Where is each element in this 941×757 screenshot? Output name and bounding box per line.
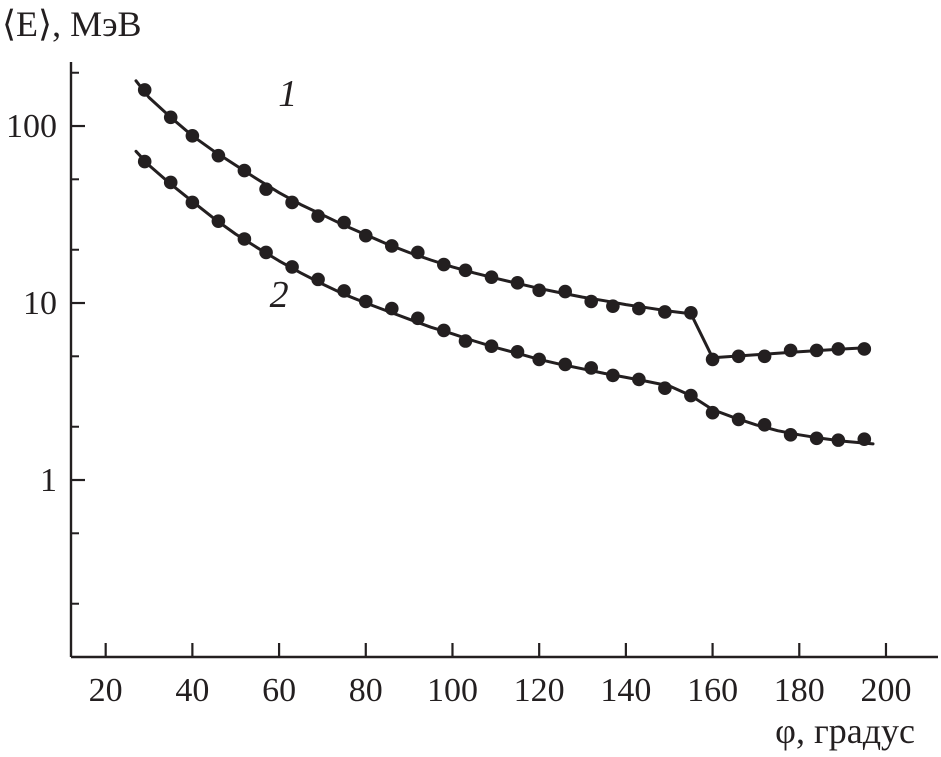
- series-1-point: [558, 284, 572, 299]
- series-1-point: [783, 343, 798, 358]
- series-1-point: [532, 283, 546, 298]
- series-1-point: [584, 294, 598, 309]
- series-2-point: [558, 357, 572, 372]
- chart-axes: 20 40 60 80 100 120 140 160 180 200 1 10 100: [6, 62, 938, 709]
- series-1-point: [384, 239, 399, 253]
- y-tick-label: 1: [40, 462, 57, 499]
- series-2-point: [137, 154, 152, 169]
- x-tick-label: 40: [175, 672, 209, 709]
- series-2-point: [211, 214, 226, 228]
- series-2-point: [632, 372, 646, 387]
- series-2-point: [311, 272, 325, 287]
- x-tick-label: 200: [860, 672, 911, 709]
- x-tick-label: 100: [427, 672, 478, 709]
- series-1-point: [163, 110, 178, 125]
- x-tick-label: 140: [600, 672, 651, 709]
- series-2-label: 2: [270, 274, 289, 316]
- series-2-point: [259, 245, 273, 260]
- series-1-point: [757, 349, 772, 364]
- x-tick-label: 160: [687, 672, 738, 709]
- data-points: [137, 83, 872, 447]
- series-2-point: [684, 388, 698, 403]
- series-1-point: [458, 263, 473, 278]
- series-2-point: [606, 368, 620, 383]
- series-1-point: [311, 209, 325, 223]
- series-labels: 12: [270, 73, 298, 316]
- series-1-point: [285, 195, 299, 210]
- y-axis-label: ⟨E⟩, МэВ: [2, 4, 142, 44]
- series-1-point: [259, 182, 273, 196]
- series-1-curve: [134, 79, 871, 360]
- series-1-point: [137, 83, 152, 97]
- series-1-point: [857, 342, 872, 356]
- series-2-point: [783, 428, 798, 442]
- series-2-point: [757, 418, 772, 432]
- series-2-point: [731, 412, 746, 427]
- series-2-point: [658, 381, 672, 396]
- series-2-point: [437, 323, 451, 338]
- series-1-point: [411, 245, 425, 260]
- series-2-point: [584, 361, 598, 375]
- series-2-point: [384, 301, 399, 316]
- series-1-point: [211, 148, 226, 163]
- series-2-point: [411, 311, 425, 326]
- x-tick-label: 80: [349, 672, 383, 709]
- series-1-point: [337, 215, 351, 230]
- series-1-point: [510, 276, 525, 290]
- series-2-point: [510, 345, 525, 359]
- series-2-point: [358, 294, 373, 309]
- series-1-point: [185, 129, 200, 143]
- series-1-point: [437, 257, 451, 272]
- series-1-point: [632, 301, 646, 316]
- series-1-label: 1: [278, 73, 297, 115]
- series-2-point: [532, 352, 546, 367]
- series-1-point: [731, 349, 746, 364]
- series-2-point: [705, 405, 720, 420]
- x-tick-label: 60: [262, 672, 296, 709]
- series-1-point: [705, 352, 720, 367]
- series-1-point: [606, 299, 620, 313]
- series-1-point: [484, 270, 499, 284]
- series-2-point: [237, 232, 252, 246]
- x-tick-label: 20: [89, 672, 123, 709]
- series-2-point: [285, 260, 299, 274]
- series-1-point: [809, 343, 824, 358]
- series-2-point: [831, 433, 846, 447]
- series-1-point: [658, 305, 672, 319]
- series-2-point: [163, 175, 178, 190]
- series-2-point: [484, 339, 499, 354]
- series-1-point: [684, 306, 698, 320]
- x-axis-label: φ, градус: [775, 711, 915, 751]
- series-1-point: [237, 163, 252, 178]
- series-2-point: [458, 334, 473, 348]
- y-tick-label: 100: [6, 108, 57, 145]
- series-2-point: [809, 431, 824, 446]
- series-2-curve: [134, 149, 875, 446]
- series-2-point: [185, 195, 200, 210]
- x-tick-label: 180: [774, 672, 825, 709]
- x-tick-label: 120: [514, 672, 565, 709]
- y-tick-label: 10: [23, 285, 57, 322]
- series-2-point: [337, 284, 351, 298]
- fit-curves: [134, 79, 875, 446]
- series-2-point: [857, 432, 872, 447]
- series-1-point: [831, 342, 846, 356]
- series-1-point: [358, 228, 373, 243]
